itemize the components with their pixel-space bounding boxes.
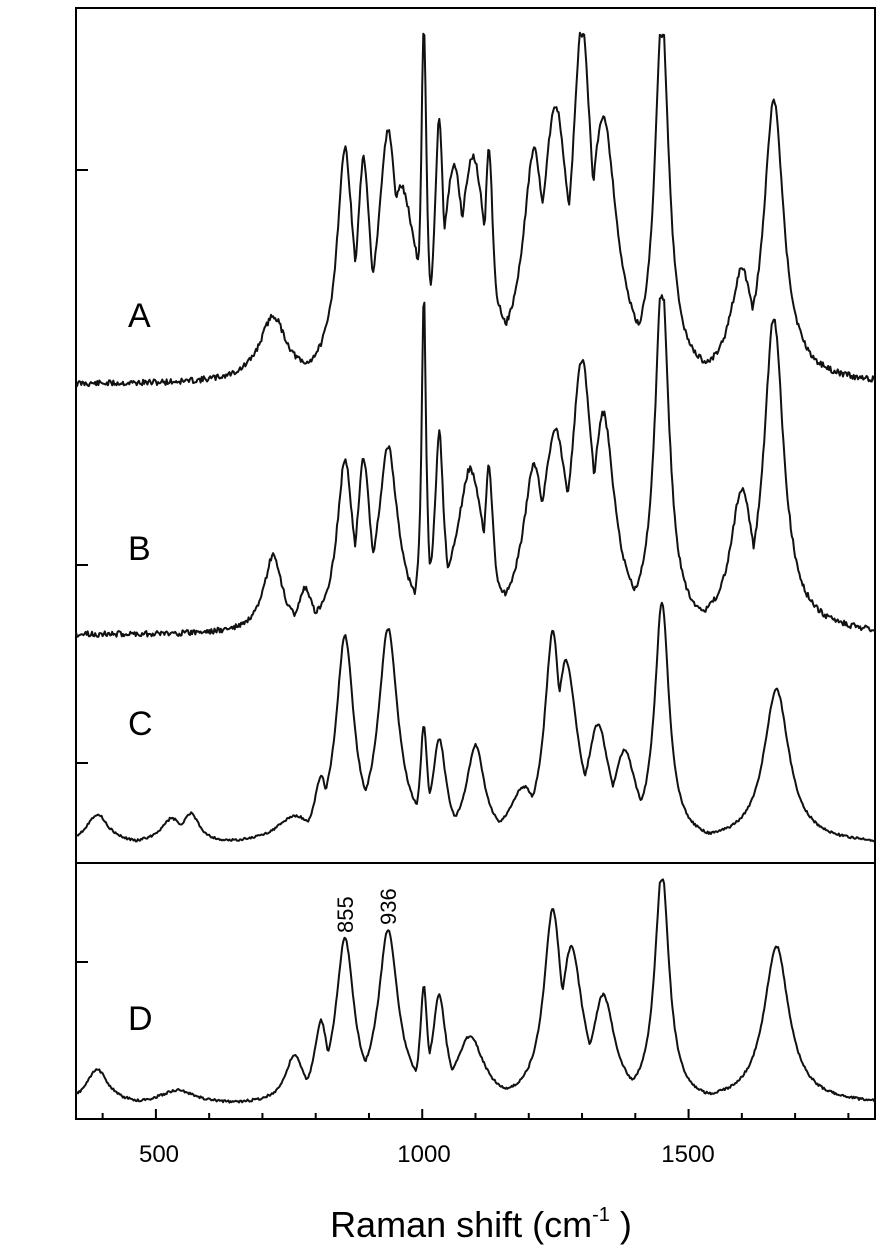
x-axis-title-close: )	[610, 1204, 632, 1245]
x-axis-title: Raman shift (cm-1 )	[330, 1204, 632, 1245]
x-axis-title-sup: -1	[592, 1204, 610, 1226]
series-label-d: D	[128, 1000, 153, 1038]
x-tick-label-1000: 1000	[397, 1141, 450, 1168]
spectrum-trace-b	[75, 294, 876, 638]
peak-annotation-855: 855	[333, 896, 358, 933]
x-tick-label-1500: 1500	[661, 1141, 714, 1168]
plot-frame-lower	[75, 862, 876, 1120]
x-tick-label-500: 500	[139, 1141, 179, 1168]
spectrum-trace-c	[75, 601, 876, 843]
x-axis-title-main: Raman shift (cm	[330, 1204, 592, 1245]
series-label-c: C	[128, 705, 153, 743]
x-ticks	[101, 1109, 850, 1119]
series-label-a: A	[128, 297, 151, 335]
spectrum-trace-d	[75, 878, 876, 1104]
spectrum-trace-a	[75, 31, 876, 388]
peak-annotation-936: 936	[376, 888, 401, 925]
series-label-b: B	[128, 530, 151, 568]
plot-frame-upper	[75, 7, 876, 864]
